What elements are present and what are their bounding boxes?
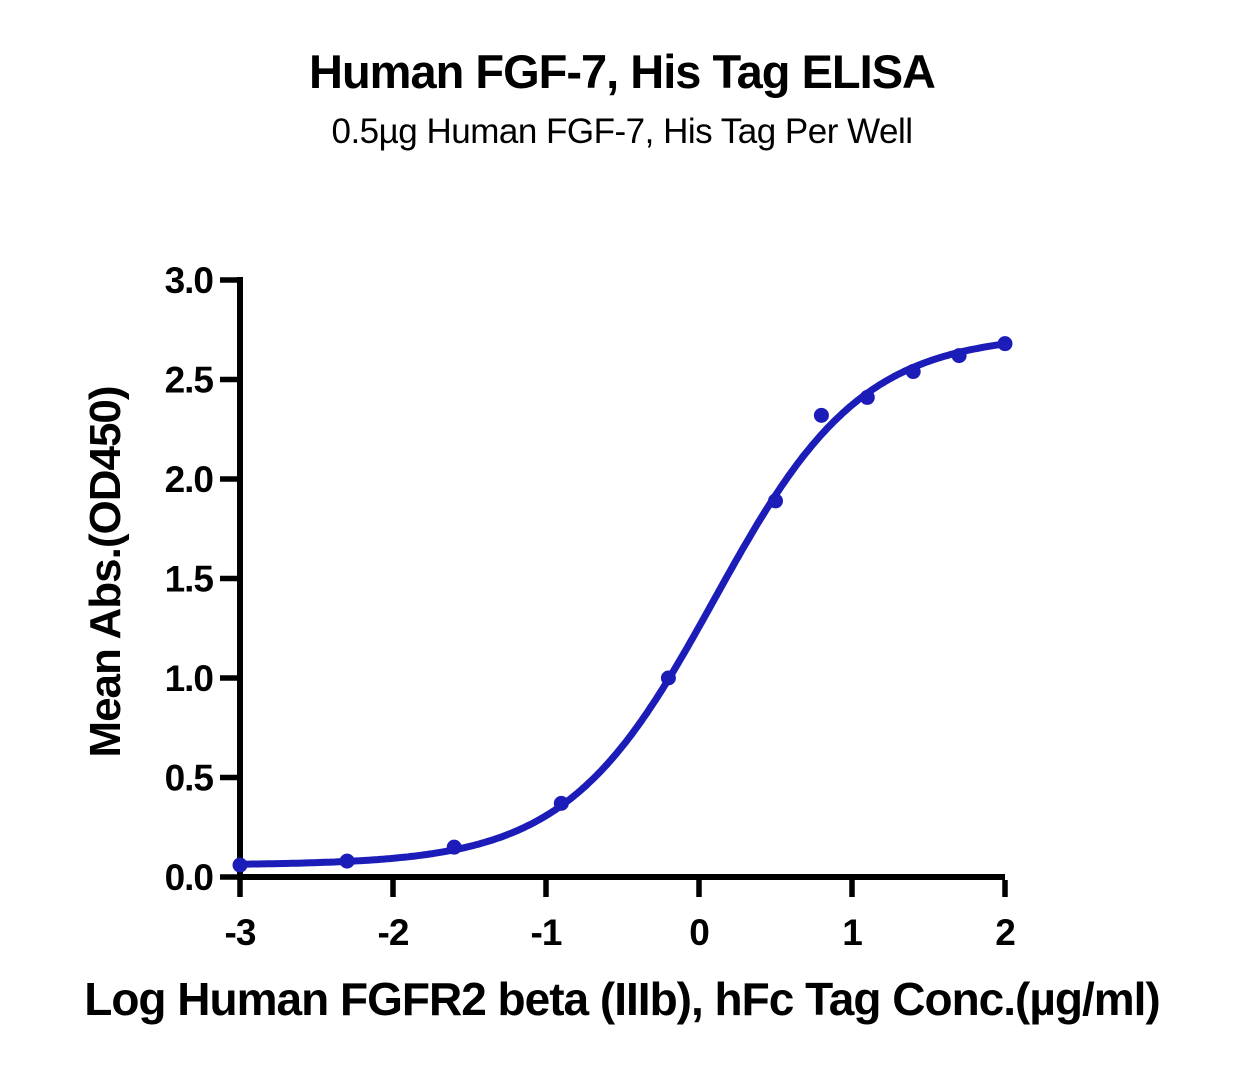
y-tick-label: 2.0: [165, 459, 214, 500]
data-point-marker: [813, 407, 829, 423]
chart-subtitle: 0.5µg Human FGF-7, His Tag Per Well: [331, 112, 913, 151]
data-point-marker: [446, 839, 462, 855]
x-tick-label: -1: [531, 912, 562, 953]
x-tick-label: -2: [378, 912, 409, 953]
data-point-marker: [951, 348, 967, 364]
x-tick-label: -3: [225, 912, 256, 953]
y-tick-label: 2.5: [165, 360, 214, 401]
y-tick-label: 3.0: [165, 260, 214, 301]
data-point-marker: [553, 795, 569, 811]
chart-title: Human FGF-7, His Tag ELISA: [309, 45, 936, 98]
data-point-marker: [997, 336, 1013, 352]
data-point-marker: [768, 493, 783, 509]
x-tick-label: 0: [689, 912, 709, 953]
x-tick-label: 1: [842, 912, 862, 953]
data-point-marker: [859, 389, 875, 405]
fit-curve-line: [236, 340, 1009, 868]
y-tick-label: 0.0: [165, 857, 214, 898]
y-tick-label: 1.5: [165, 559, 214, 600]
x-tick-label: 2: [995, 912, 1015, 953]
data-point-marker: [905, 364, 921, 380]
y-tick-label: 0.5: [165, 758, 214, 799]
x-axis-label: Log Human FGFR2 beta (IIIb), hFc Tag Con…: [84, 973, 1161, 1025]
y-tick-label: 1.0: [165, 658, 214, 699]
data-point-marker: [660, 670, 676, 686]
data-point-marker: [339, 853, 355, 869]
data-point-marker: [232, 857, 248, 873]
